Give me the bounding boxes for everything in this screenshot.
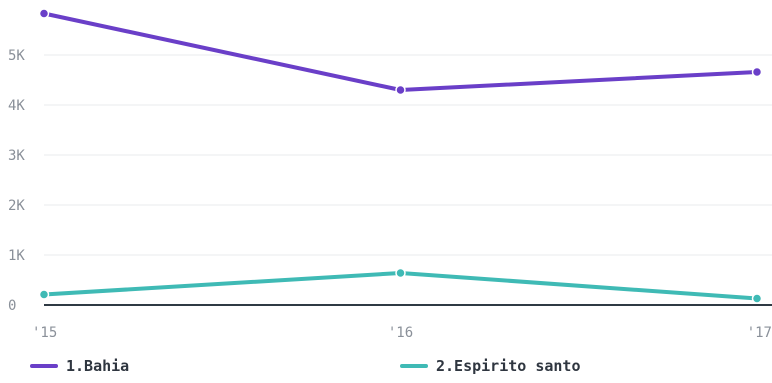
legend-label-series-2: 2.Espirito santo <box>436 357 581 375</box>
legend-swatch-series-2 <box>400 364 428 368</box>
legend-item-series-2[interactable]: 2.Espirito santo <box>400 354 581 378</box>
legend-label-series-1: 1.Bahia <box>66 357 130 375</box>
legend-item-series-1[interactable]: 1.Bahia <box>30 354 129 378</box>
series-line-1 <box>42 11 759 92</box>
x-tick-label-1: '16 <box>388 325 413 341</box>
chart-legend: 1.Bahia 2.Espirito santo <box>0 354 772 378</box>
y-tick-label-0: 0 <box>8 298 16 314</box>
line-chart: 0 1K 2K 3K 4K 5K '15 '16 '17 <box>8 8 772 341</box>
series-2-point-0 <box>38 289 50 300</box>
series-2-point-1 <box>395 267 406 279</box>
series-1-point-1 <box>395 84 406 96</box>
y-tick-label-1: 1K <box>8 248 25 264</box>
x-tick-label-0: '15 <box>32 325 57 341</box>
series-2-point-2 <box>751 293 763 304</box>
y-tick-label-2: 2K <box>8 198 25 214</box>
y-tick-label-5: 5K <box>8 48 25 64</box>
x-tick-label-2: '17 <box>747 325 772 341</box>
series-1-point-2 <box>751 66 763 78</box>
y-tick-label-4: 4K <box>8 98 25 114</box>
y-tick-label-3: 3K <box>8 148 25 164</box>
series-1-point-0 <box>38 8 50 19</box>
legend-swatch-series-1 <box>30 364 58 368</box>
